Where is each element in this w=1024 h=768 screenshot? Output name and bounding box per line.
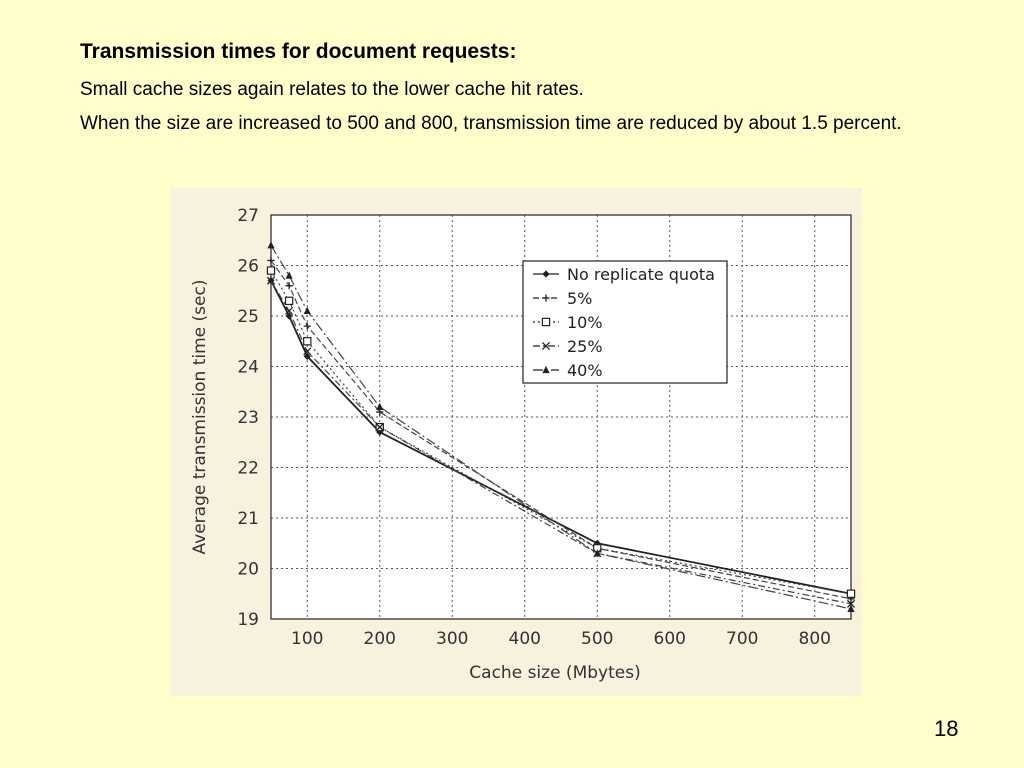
- data-point: [266, 266, 276, 275]
- data-point: [303, 352, 311, 360]
- data-point: [375, 423, 384, 432]
- data-point: [266, 276, 276, 285]
- legend-marker: [542, 270, 550, 278]
- x-tick-label: 300: [436, 629, 468, 649]
- slide-text-line-2: When the size are increased to 500 and 8…: [80, 113, 902, 134]
- x-tick-label: 200: [364, 629, 396, 649]
- y-tick-label: 20: [237, 560, 259, 580]
- slide-text-line-1: Small cache sizes again relates to the l…: [80, 79, 584, 100]
- series-line-5: [270, 244, 852, 610]
- legend-marker: [542, 294, 550, 302]
- data-point: [376, 402, 384, 410]
- series-line-3: [270, 270, 852, 595]
- data-point: [303, 306, 311, 315]
- x-axis-label: Cache size (Mbytes): [469, 663, 640, 683]
- y-tick-label: 26: [237, 257, 259, 277]
- data-point: [284, 296, 294, 306]
- data-point: [267, 241, 275, 249]
- legend-marker: [541, 341, 551, 351]
- x-tick-label: 100: [291, 629, 323, 649]
- data-point: [593, 549, 601, 557]
- x-tick-label: 600: [654, 629, 686, 649]
- x-tick-label: 700: [726, 629, 758, 649]
- legend-marker: [541, 317, 551, 327]
- y-tick-label: 19: [237, 610, 259, 630]
- data-point: [303, 347, 312, 356]
- x-tick-label: 400: [509, 629, 541, 649]
- chart-figure: 100 200 300 400 500 600 700 800 19 20 21 22 23 24 25 26…: [171, 188, 862, 696]
- y-axis-label: Average transmission time (sec): [190, 280, 210, 555]
- data-point: [847, 604, 855, 612]
- data-point: [303, 322, 311, 330]
- data-point: [303, 337, 312, 346]
- legend-entry: 25%: [567, 337, 603, 356]
- x-tick-label: 500: [581, 629, 613, 649]
- line-chart: 100 200 300 400 500 600 700 800 19 20 21 22 23 24 25 26…: [190, 206, 856, 683]
- y-tick-label: 23: [237, 408, 259, 428]
- x-tick-label: 800: [799, 629, 831, 649]
- legend-entry: 5%: [567, 289, 592, 308]
- slide-title: Transmission times for document requests…: [80, 40, 517, 63]
- y-tick-label: 21: [237, 509, 259, 529]
- series-line-1: [270, 280, 852, 595]
- series-line-2: [270, 260, 852, 600]
- plot-frame: [270, 214, 852, 620]
- y-tick-label: 24: [237, 358, 259, 378]
- y-tick-label: 25: [237, 307, 259, 327]
- y-tick-label: 27: [237, 206, 259, 226]
- chart-legend: [522, 260, 728, 384]
- legend-entry: 40%: [567, 361, 603, 380]
- data-point: [846, 589, 856, 598]
- legend-marker: [542, 365, 550, 374]
- data-point: [285, 271, 293, 279]
- data-point: [846, 599, 856, 608]
- data-point: [376, 428, 384, 436]
- data-point: [267, 256, 275, 265]
- legend-entry: No replicate quota: [567, 265, 715, 284]
- page-number: 18: [934, 716, 959, 741]
- data-point: [285, 306, 294, 316]
- y-tick-label: 22: [237, 459, 259, 479]
- data-point: [285, 312, 293, 320]
- legend-entry: 10%: [567, 313, 603, 332]
- data-point: [285, 282, 293, 290]
